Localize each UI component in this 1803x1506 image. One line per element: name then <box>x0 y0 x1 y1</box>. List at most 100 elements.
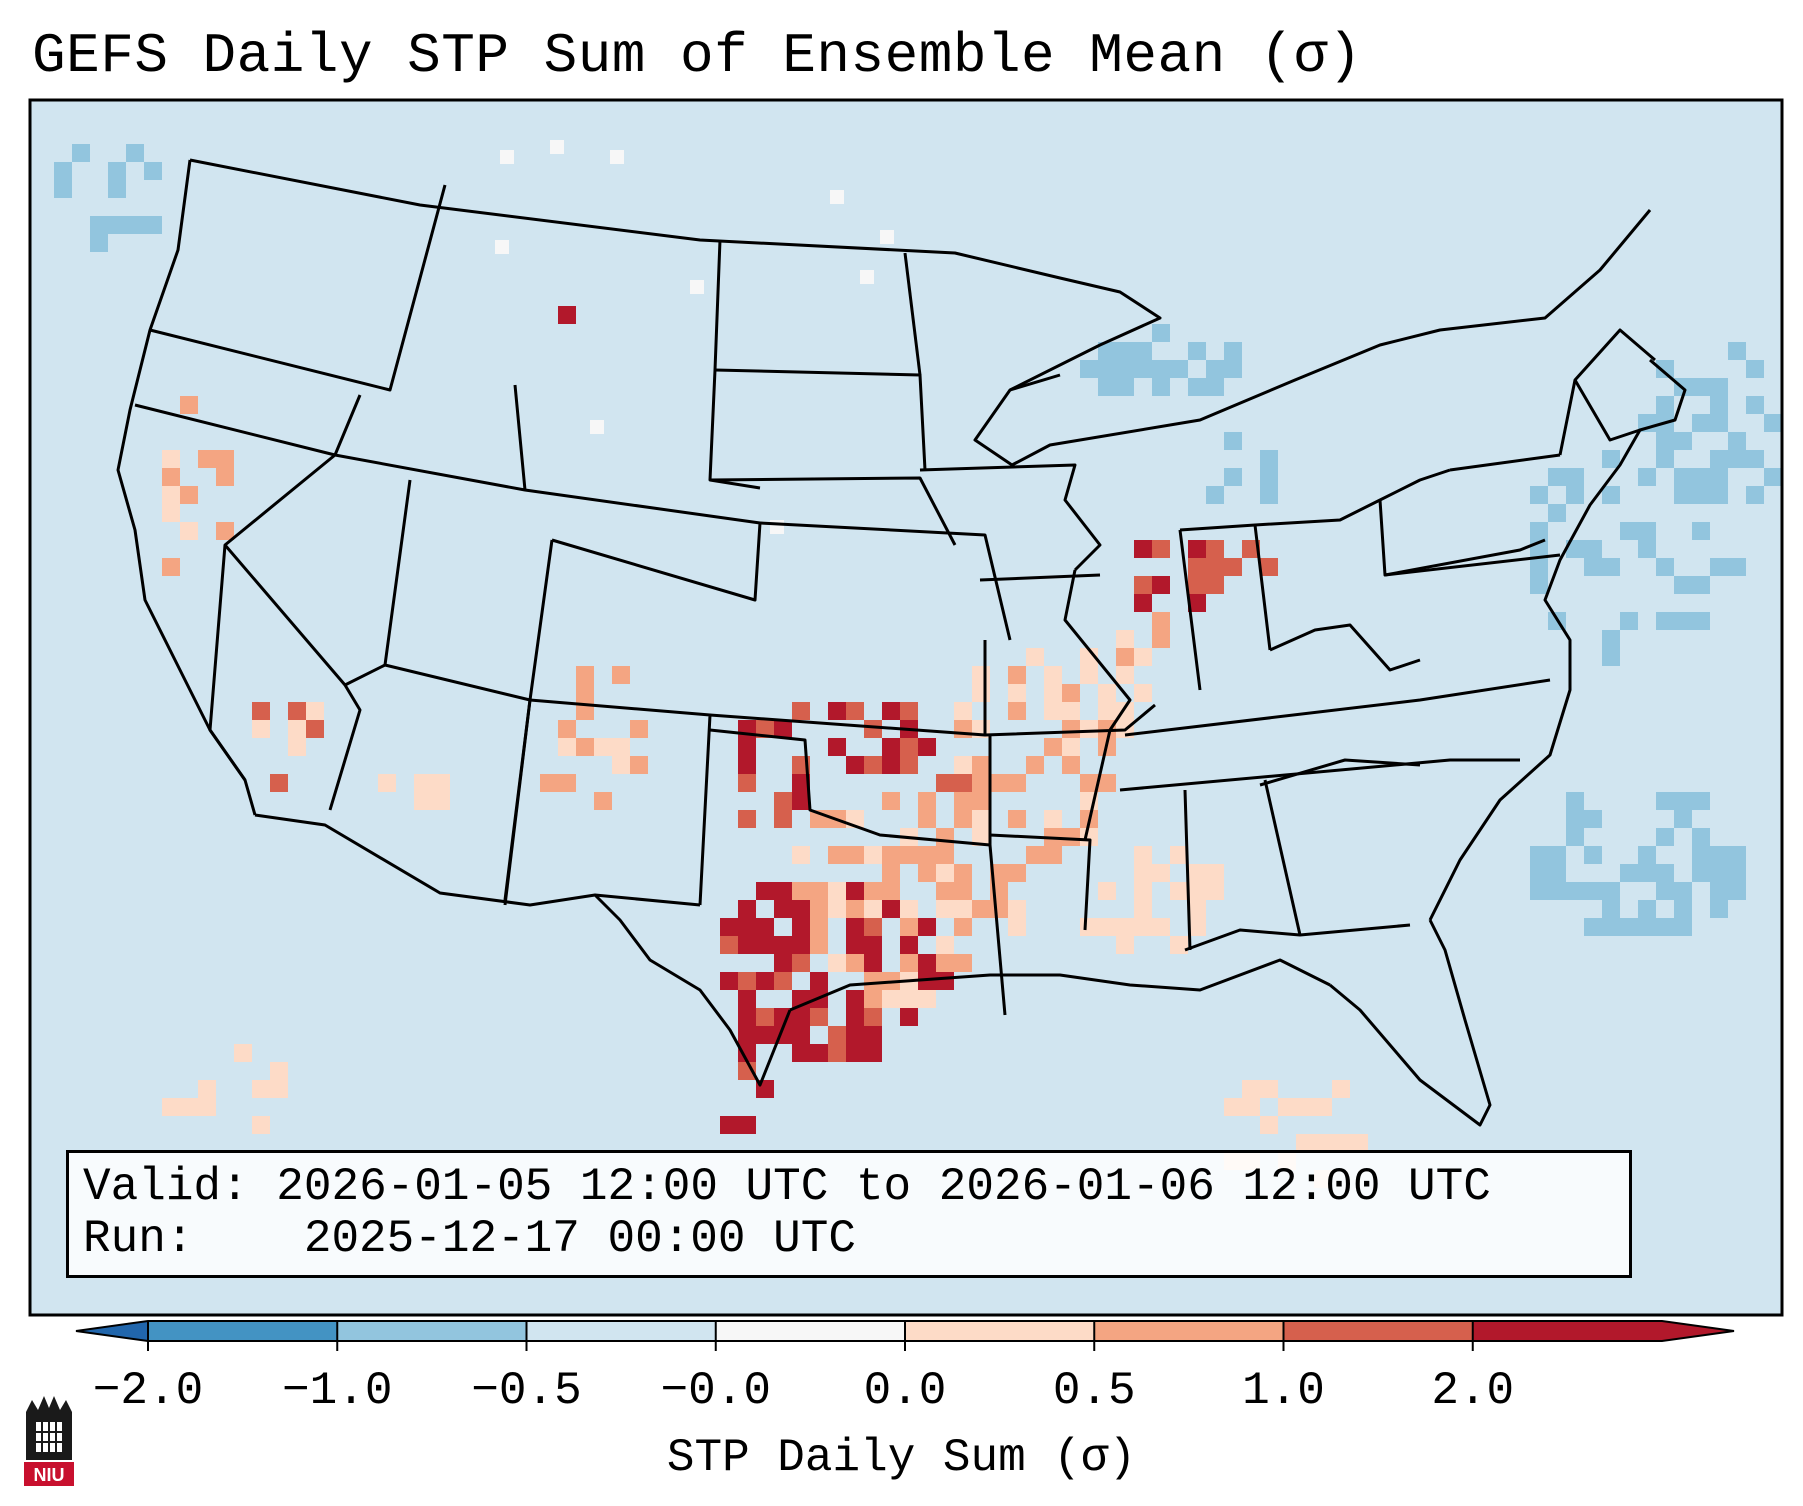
colorbar-bin <box>1094 1321 1284 1341</box>
anomaly-cell <box>162 558 180 576</box>
anomaly-cell <box>936 972 954 990</box>
anomaly-cell <box>972 684 990 702</box>
anomaly-cell <box>198 450 216 468</box>
anomaly-cell <box>882 756 900 774</box>
anomaly-cell <box>1638 900 1656 918</box>
anomaly-cell <box>1098 360 1116 378</box>
colorbar-tick-label: −1.0 <box>282 1365 393 1417</box>
anomaly-cell <box>1134 864 1152 882</box>
anomaly-cell <box>774 810 792 828</box>
anomaly-cell <box>990 864 1008 882</box>
anomaly-cell <box>1602 486 1620 504</box>
anomaly-cell <box>1566 468 1584 486</box>
anomaly-cell <box>126 216 144 234</box>
anomaly-cell <box>864 990 882 1008</box>
anomaly-cell <box>558 306 576 324</box>
anomaly-cell <box>288 702 306 720</box>
map-title: GEFS Daily STP Sum of Ensemble Mean (σ) <box>32 24 1363 88</box>
anomaly-cell <box>1530 522 1548 540</box>
neutral-cell <box>500 150 514 164</box>
anomaly-cell <box>270 774 288 792</box>
anomaly-cell <box>1584 810 1602 828</box>
anomaly-cell <box>1080 828 1098 846</box>
anomaly-cell <box>1584 540 1602 558</box>
colorbar-over-arrow <box>1662 1321 1734 1341</box>
anomaly-cell <box>1170 882 1188 900</box>
anomaly-cell <box>1602 918 1620 936</box>
anomaly-cell <box>936 900 954 918</box>
anomaly-cell <box>1710 414 1728 432</box>
anomaly-cell <box>1656 558 1674 576</box>
anomaly-cell <box>1152 324 1170 342</box>
colorbar-bin <box>715 1321 906 1341</box>
anomaly-cell <box>1566 882 1584 900</box>
anomaly-cell <box>54 180 72 198</box>
anomaly-cell <box>918 738 936 756</box>
anomaly-cell <box>540 774 558 792</box>
anomaly-cell <box>1026 648 1044 666</box>
gulf-coastline <box>789 958 1331 1012</box>
anomaly-cell <box>1674 792 1692 810</box>
anomaly-cell <box>162 468 180 486</box>
anomaly-cell <box>792 882 810 900</box>
anomaly-cell <box>810 918 828 936</box>
anomaly-cell <box>144 216 162 234</box>
anomaly-cell <box>900 954 918 972</box>
anomaly-cell <box>1710 450 1728 468</box>
anomaly-cell <box>1206 360 1224 378</box>
svg-text:NIU: NIU <box>34 1465 65 1485</box>
anomaly-cell <box>918 918 936 936</box>
anomaly-cell <box>1188 594 1206 612</box>
anomaly-cell <box>1692 864 1710 882</box>
anomaly-cell <box>1692 378 1710 396</box>
neutral-cell <box>495 240 509 254</box>
anomaly-cell <box>1080 918 1098 936</box>
anomaly-cell <box>1080 666 1098 684</box>
anomaly-cell <box>918 846 936 864</box>
anomaly-cell <box>630 756 648 774</box>
anomaly-cell <box>828 900 846 918</box>
colorbar-bin <box>526 1321 717 1341</box>
anomaly-cell <box>1530 846 1548 864</box>
anomaly-cell <box>1260 450 1278 468</box>
anomaly-cell <box>1044 666 1062 684</box>
anomaly-cell <box>1116 648 1134 666</box>
anomaly-cell <box>864 900 882 918</box>
anomaly-cell <box>162 486 180 504</box>
anomaly-cell <box>1296 1098 1314 1116</box>
anomaly-cell <box>216 522 234 540</box>
neutral-cell <box>550 140 564 154</box>
anomaly-cell <box>90 234 108 252</box>
anomaly-cell <box>1620 864 1638 882</box>
anomaly-cell <box>252 720 270 738</box>
anomaly-cell <box>900 846 918 864</box>
anomaly-cell <box>1260 1080 1278 1098</box>
anomaly-cell <box>792 774 810 792</box>
anomaly-cell <box>738 1026 756 1044</box>
anomaly-cell <box>810 1008 828 1026</box>
anomaly-cell <box>558 720 576 738</box>
neutral-cell <box>860 270 874 284</box>
anomaly-cell <box>810 900 828 918</box>
anomaly-cell <box>1170 936 1188 954</box>
anomaly-cell <box>1638 522 1656 540</box>
anomaly-cell <box>1206 540 1224 558</box>
anomaly-cell <box>1692 414 1710 432</box>
anomaly-cell <box>918 810 936 828</box>
anomaly-cell <box>810 936 828 954</box>
anomaly-cell <box>954 882 972 900</box>
valid-line: Valid: 2026-01-05 12:00 UTC to 2026-01-0… <box>83 1161 1491 1213</box>
anomaly-cell <box>954 918 972 936</box>
anomaly-cell <box>1224 360 1242 378</box>
anomaly-cell <box>1746 396 1764 414</box>
anomaly-cell <box>846 954 864 972</box>
anomaly-cell <box>1008 774 1026 792</box>
anomaly-cell <box>216 468 234 486</box>
colorbar-tick-label: 0.5 <box>1052 1365 1136 1417</box>
anomaly-cell <box>1206 882 1224 900</box>
anomaly-cell <box>612 666 630 684</box>
anomaly-cell <box>1728 882 1746 900</box>
anomaly-cell <box>1350 1134 1368 1152</box>
anomaly-cell <box>1152 630 1170 648</box>
anomaly-cell <box>1656 396 1674 414</box>
